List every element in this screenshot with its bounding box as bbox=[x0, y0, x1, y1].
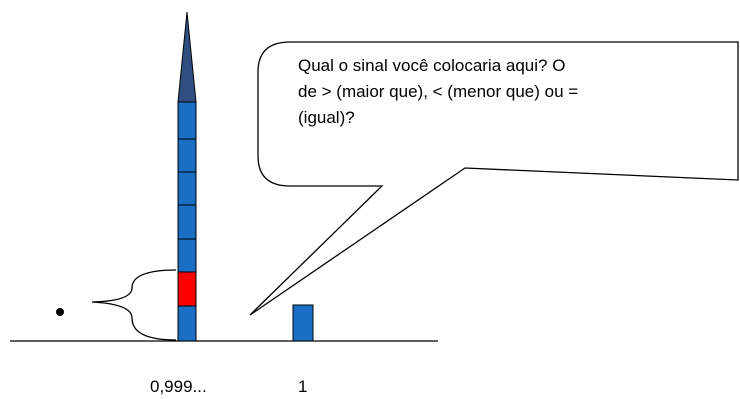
column bbox=[178, 102, 196, 341]
segment bbox=[178, 205, 196, 239]
label: 0,999... bbox=[150, 377, 207, 396]
unit-bar bbox=[293, 305, 313, 341]
brace bbox=[92, 270, 176, 340]
segment bbox=[178, 306, 196, 341]
diagram: Qual o sinal você colocaria aqui? O de >… bbox=[0, 0, 740, 399]
bubble-text: de > (maior que), < (menor que) ou = bbox=[298, 82, 578, 101]
spike bbox=[178, 12, 196, 102]
bubble-text: Qual o sinal você colocaria aqui? O bbox=[298, 56, 565, 75]
label: 1 bbox=[298, 377, 307, 396]
segment bbox=[178, 172, 196, 205]
bubble-text: (igual)? bbox=[298, 108, 355, 127]
segment bbox=[178, 239, 196, 272]
dot bbox=[56, 308, 64, 316]
segment-red bbox=[178, 272, 196, 306]
segment bbox=[178, 139, 196, 172]
segment bbox=[178, 102, 196, 139]
